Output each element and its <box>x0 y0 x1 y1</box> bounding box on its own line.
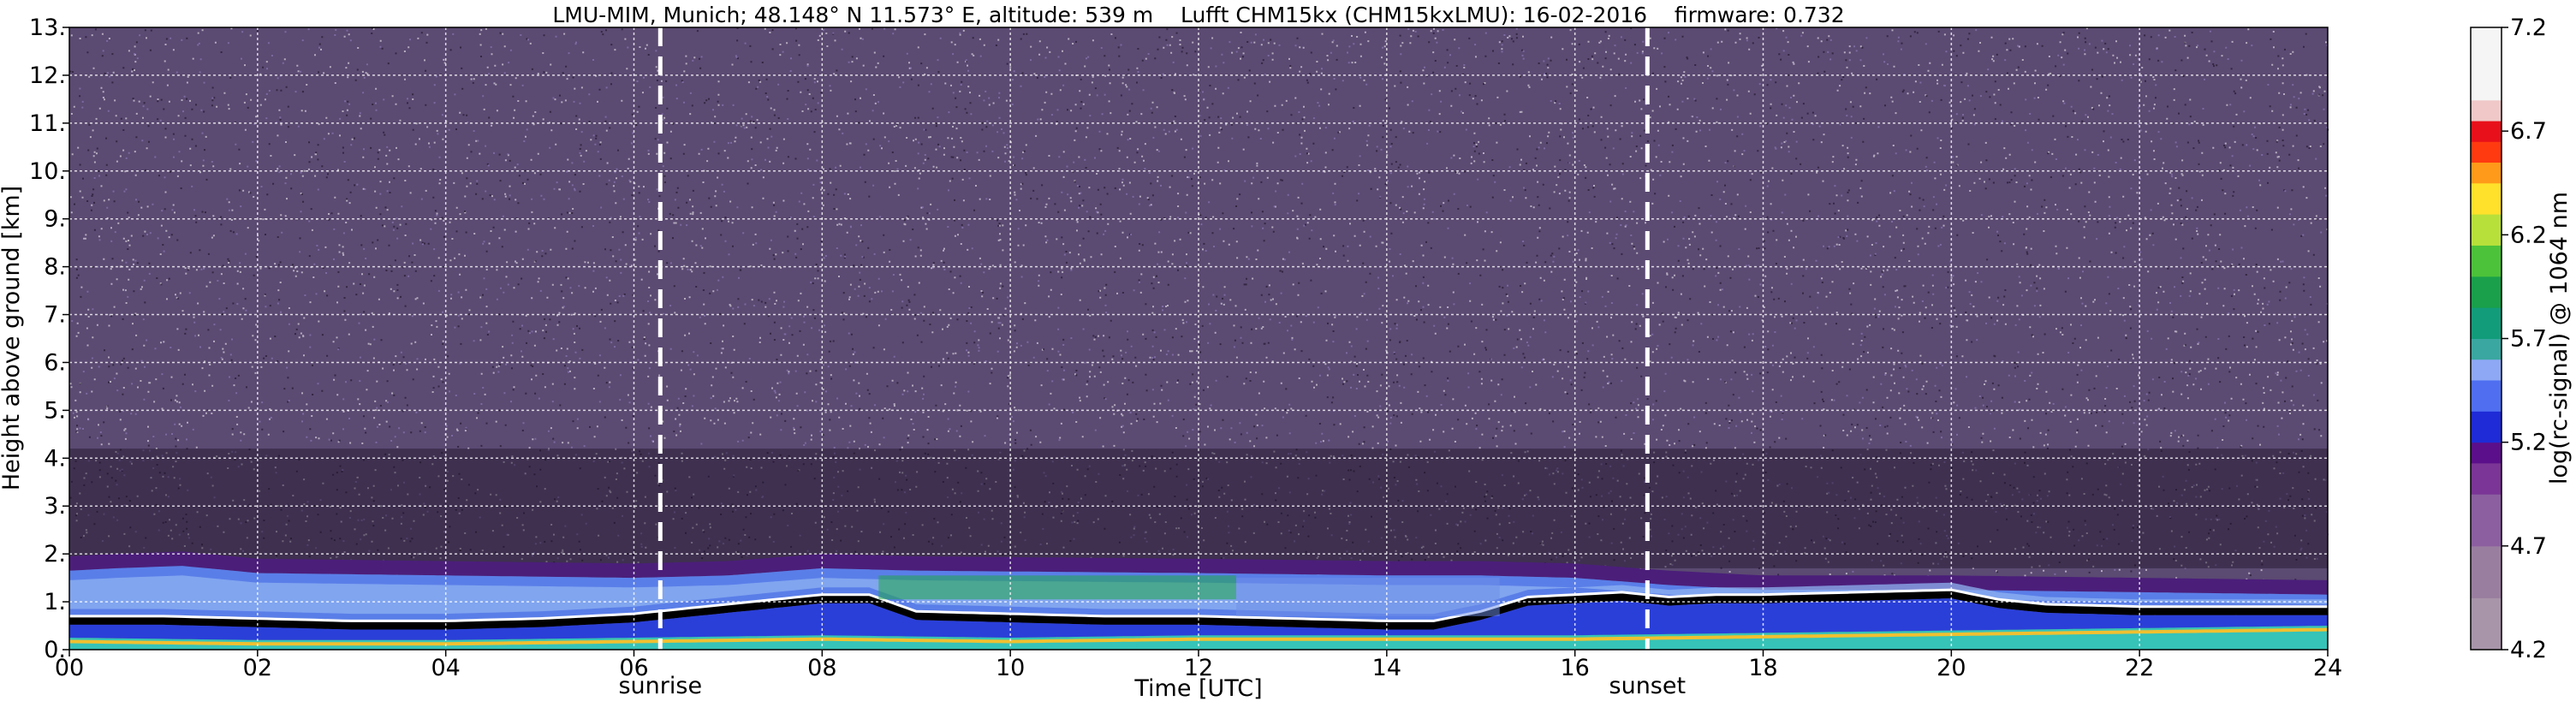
y-tick-label: 5. <box>44 397 66 424</box>
colorbar-tick-label: 4.2 <box>2510 637 2547 663</box>
plot-area <box>68 27 2329 651</box>
colorbar-segment <box>2471 545 2502 598</box>
colorbar-segment <box>2471 494 2502 547</box>
sunset-label: sunset <box>1609 673 1687 699</box>
colorbar-tick-label: 6.7 <box>2510 118 2547 145</box>
colorbar-segment <box>2471 245 2502 277</box>
colorbar-segment <box>2471 338 2502 360</box>
y-tick-label: 13. <box>29 15 66 41</box>
colorbar-tick-label: 4.7 <box>2510 533 2547 560</box>
colorbar-segment <box>2471 307 2502 339</box>
y-tick-label: 10. <box>29 158 66 185</box>
x-tick-label: 18 <box>1748 655 1777 681</box>
colorbar-tick-label: 6.2 <box>2510 222 2547 248</box>
colorbar-segment <box>2471 411 2502 443</box>
colorbar-segment <box>2471 359 2502 381</box>
sun-events <box>657 27 1650 650</box>
y-axis-label: Height above ground [km] <box>0 186 25 490</box>
chart-title: LMU-MIM, Munich; 48.148° N 11.573° E, al… <box>552 3 1844 27</box>
colorbar-segment <box>2471 442 2502 464</box>
y-tick-label: 8. <box>44 254 66 281</box>
x-tick-label: 12 <box>1184 655 1213 681</box>
x-axis-label: Time [UTC] <box>1133 675 1262 702</box>
colorbar-segment <box>2471 597 2502 651</box>
colorbar-segment <box>2471 99 2502 122</box>
colorbar: 4.2 4.7 5.2 5.7 6.2 6.7 7.2 log(rc-signal) @ 1… <box>2470 15 2573 663</box>
x-tick-label: 04 <box>431 655 460 681</box>
x-tick-label: 00 <box>55 655 84 681</box>
x-tick-label: 22 <box>2125 655 2154 681</box>
y-tick-label: 11. <box>29 110 66 137</box>
colorbar-segment <box>2471 276 2502 308</box>
x-axis: 00 02 04 06 08 10 12 14 16 18 20 22 24 <box>55 650 2342 681</box>
colorbar-segment <box>2471 379 2502 412</box>
y-tick-label: 2. <box>44 541 66 567</box>
y-tick-label: 4. <box>44 445 66 472</box>
grid <box>69 27 2328 650</box>
colorbar-segment <box>2471 121 2502 142</box>
x-tick-label: 08 <box>807 655 836 681</box>
colorbar-segment <box>2471 214 2502 246</box>
x-tick-label: 02 <box>243 655 272 681</box>
colorbar-label: log(rc-signal) @ 1064 nm <box>2546 192 2573 484</box>
colorbar-segment <box>2471 462 2502 495</box>
low-noise-zone <box>69 449 2328 568</box>
y-axis: 0. 1. 2. 3. 4. 5. 6. 7. 8. 9. 10. 11. 12. 13. <box>29 15 69 663</box>
y-tick-label: 3. <box>44 493 66 520</box>
layer-green-convective <box>878 575 1236 600</box>
colorbar-segment <box>2471 182 2502 215</box>
colorbar-segment <box>2471 141 2502 163</box>
y-tick-label: 0. <box>44 637 66 663</box>
x-tick-label: 24 <box>2313 655 2342 681</box>
y-tick-label: 12. <box>29 62 66 89</box>
y-tick-label: 1. <box>44 589 66 615</box>
colorbar-segment <box>2471 162 2502 184</box>
y-tick-label: 7. <box>44 302 66 329</box>
y-tick-label: 9. <box>44 206 66 233</box>
x-tick-label: 06 <box>619 655 648 681</box>
sunrise-label: sunrise <box>618 673 702 699</box>
colorbar-tick-label: 7.2 <box>2510 15 2547 41</box>
layer-white-edge <box>69 588 2328 622</box>
colorbar-ticks: 4.2 4.7 5.2 5.7 6.2 6.7 7.2 <box>2502 15 2547 663</box>
layer-afternoon-haze <box>1235 578 1500 616</box>
x-tick-label: 14 <box>1372 655 1401 681</box>
colorbar-tick-label: 5.7 <box>2510 326 2547 353</box>
x-tick-label: 10 <box>996 655 1025 681</box>
x-tick-label: 16 <box>1560 655 1589 681</box>
x-tick-label: 20 <box>1936 655 1966 681</box>
colorbar-segment <box>2471 27 2502 101</box>
y-tick-label: 6. <box>44 349 66 376</box>
colorbar-gradient <box>2471 27 2502 651</box>
colorbar-tick-label: 5.2 <box>2510 430 2547 456</box>
